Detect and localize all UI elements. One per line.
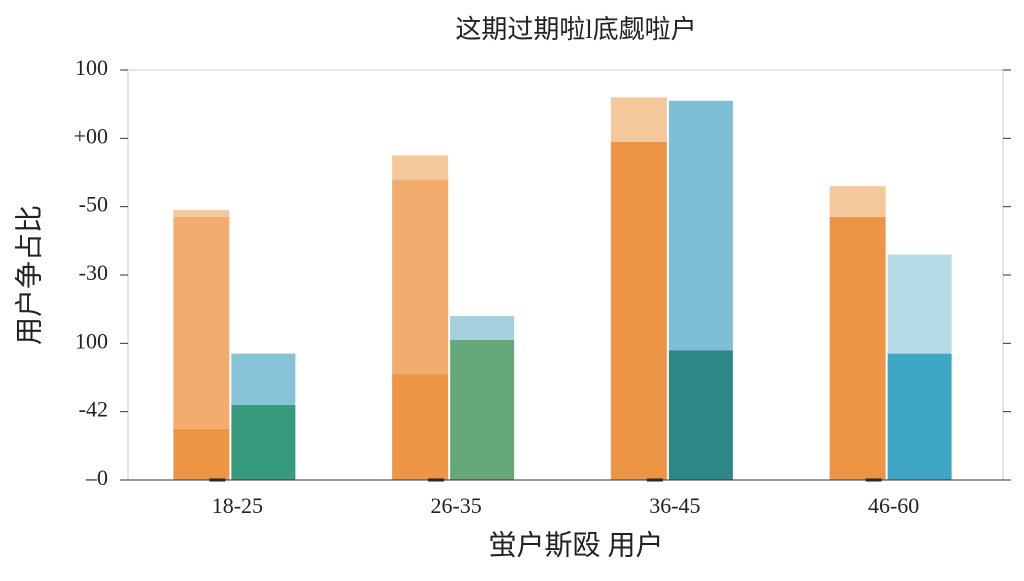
y-axis-label: 用户争占比 (13, 205, 45, 345)
bar-segment (392, 155, 449, 180)
bar-segment (829, 186, 886, 217)
bar-segment (668, 100, 733, 351)
y-tick-label: -42 (79, 397, 108, 422)
bar-segment (887, 254, 952, 354)
y-tick-label: -30 (79, 260, 108, 285)
bar-segment (173, 428, 230, 480)
x-tick-label: 36-45 (649, 493, 700, 518)
x-tick-label: 26-35 (430, 493, 481, 518)
y-tick-label: 100 (75, 55, 108, 80)
x-axis-label: 蛍户斯殴 用户 (488, 529, 663, 561)
x-tick-label: 46-60 (868, 493, 919, 518)
bar-segment (392, 374, 449, 480)
bar-segment (173, 210, 230, 217)
bar-segment (610, 141, 667, 480)
y-tick-label: -50 (79, 192, 108, 217)
y-tick-label: 100 (75, 328, 108, 353)
bar-segment (173, 216, 230, 429)
bar-segment (231, 353, 296, 405)
bar-segment (450, 339, 515, 480)
y-tick-label: +00 (74, 123, 108, 148)
bar-segment (231, 404, 296, 480)
bar-segment (450, 316, 515, 340)
bar-segment (887, 353, 952, 480)
y-tick-label: –0 (85, 465, 108, 490)
bar-segment (610, 97, 667, 142)
bar-segment (829, 216, 886, 480)
chart-title: 这期过期啦l底觑啦户 (455, 15, 696, 44)
bar-segment (392, 179, 449, 375)
x-tick-label: 18-25 (212, 493, 263, 518)
bar-segment (668, 350, 733, 480)
